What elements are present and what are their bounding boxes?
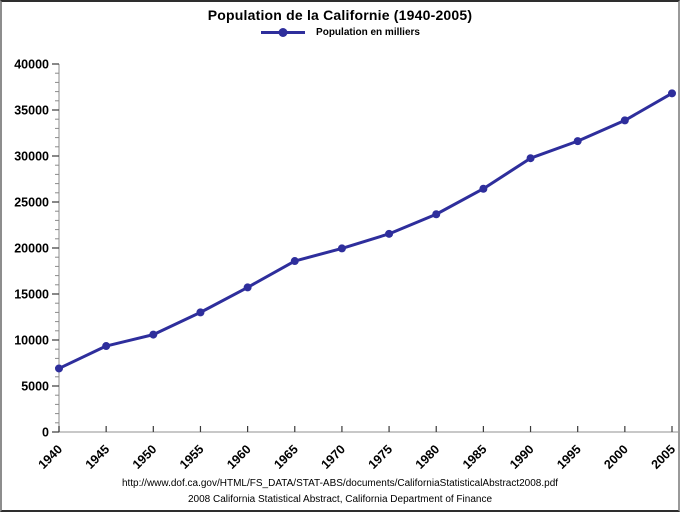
legend-marker-icon (261, 28, 306, 37)
chart-title: Population de la Californie (1940-2005) (207, 7, 473, 23)
x-tick-label: 1975 (366, 442, 396, 472)
data-point (668, 89, 676, 98)
data-point (620, 116, 629, 125)
data-point (337, 244, 346, 253)
legend-dot (278, 28, 288, 37)
x-tick-label: 1995 (554, 442, 584, 472)
data-point (432, 210, 441, 219)
y-tick-label: 25000 (14, 196, 49, 210)
data-point (573, 137, 582, 146)
x-tick-label: 1945 (83, 442, 113, 472)
x-tick-label: 1970 (318, 442, 348, 472)
x-tick-label: 1955 (177, 442, 207, 472)
data-point (479, 184, 488, 193)
data-point (243, 283, 252, 292)
data-point (290, 257, 299, 266)
legend-label: Population en milliers (316, 27, 420, 38)
data-point (149, 330, 158, 339)
y-tick-label: 20000 (14, 242, 49, 256)
data-point (55, 364, 63, 373)
y-tick-label: 5000 (21, 380, 49, 394)
data-point (196, 308, 205, 317)
x-tick-label: 2000 (601, 442, 631, 472)
x-tick-label: 1960 (224, 442, 254, 472)
series-line (57, 91, 674, 370)
x-tick-label: 1950 (130, 442, 160, 472)
x-tick-label: 1980 (413, 442, 443, 472)
x-tick-label: 1965 (271, 442, 301, 472)
y-tick-label: 35000 (14, 104, 49, 118)
data-point (526, 154, 535, 163)
y-tick-label: 0 (42, 426, 49, 440)
source-citation: 2008 California Statistical Abstract, Ca… (187, 494, 493, 505)
y-tick-label: 15000 (14, 288, 49, 302)
data-point (385, 229, 394, 238)
y-tick-label: 30000 (14, 150, 49, 164)
legend: Population en milliers (2, 27, 678, 38)
y-tick-label: 10000 (14, 334, 49, 348)
y-tick-label: 40000 (14, 58, 49, 72)
x-tick-label: 2005 (649, 442, 679, 472)
x-tick-label: 1940 (36, 442, 66, 472)
x-tick-label: 1990 (507, 442, 537, 472)
data-point (102, 342, 111, 351)
x-tick-label: 1985 (460, 442, 490, 472)
source-url: http://www.dof.ca.gov/HTML/FS_DATA/STAT-… (121, 478, 559, 489)
